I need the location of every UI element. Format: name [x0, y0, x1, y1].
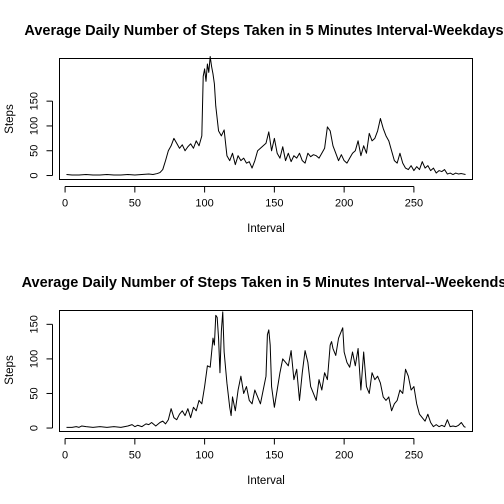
weekdays-x-axis: 0 50 100 150 200 250 [62, 186, 423, 210]
weekdays-y-tick-label: 150 [29, 92, 41, 110]
weekdays-x-tick-label: 250 [405, 198, 423, 210]
weekends-y-tick-label: 50 [29, 387, 41, 399]
weekdays-chart-panel: Average Daily Number of Steps Taken in 5… [4, 23, 504, 235]
weekends-x-tick-label: 50 [129, 450, 141, 462]
weekends-y-axis: 0 50 100 150 [29, 315, 53, 431]
weekends-x-tick-label: 0 [62, 450, 68, 462]
weekends-x-tick-label: 200 [335, 450, 353, 462]
weekdays-x-tick-label: 50 [129, 198, 141, 210]
weekdays-y-axis: 0 50 100 150 [29, 92, 53, 179]
weekends-x-axis: 0 50 100 150 200 250 [62, 438, 423, 462]
weekends-y-tick-label: 100 [29, 350, 41, 368]
weekdays-x-tick-label: 200 [335, 198, 353, 210]
weekends-x-tick-label: 150 [265, 450, 283, 462]
weekdays-y-tick-label: 50 [29, 145, 41, 157]
weekends-x-axis-label: Interval [247, 475, 285, 487]
weekdays-y-tick-label: 100 [29, 117, 41, 135]
weekends-chart-title: Average Daily Number of Steps Taken in 5… [22, 275, 504, 291]
weekends-chart-panel: Average Daily Number of Steps Taken in 5… [4, 275, 504, 487]
weekends-y-tick-label: 150 [29, 315, 41, 333]
weekends-y-tick-label: 0 [29, 425, 41, 431]
weekdays-plot-frame [59, 58, 473, 180]
weekdays-x-tick-label: 100 [195, 198, 213, 210]
weekdays-x-axis-label: Interval [247, 223, 285, 235]
weekends-plot-frame [59, 310, 473, 432]
weekdays-y-tick-label: 0 [29, 172, 41, 178]
weekdays-y-axis-label: Steps [4, 104, 16, 134]
weekdays-x-tick-label: 150 [265, 198, 283, 210]
weekends-x-tick-label: 250 [405, 450, 423, 462]
weekdays-chart-title: Average Daily Number of Steps Taken in 5… [24, 23, 503, 39]
weekends-x-tick-label: 100 [195, 450, 213, 462]
weekends-steps-line [66, 311, 466, 428]
weekends-y-axis-label: Steps [4, 355, 16, 385]
weekdays-x-tick-label: 0 [62, 198, 68, 210]
weekdays-steps-line [66, 56, 466, 176]
